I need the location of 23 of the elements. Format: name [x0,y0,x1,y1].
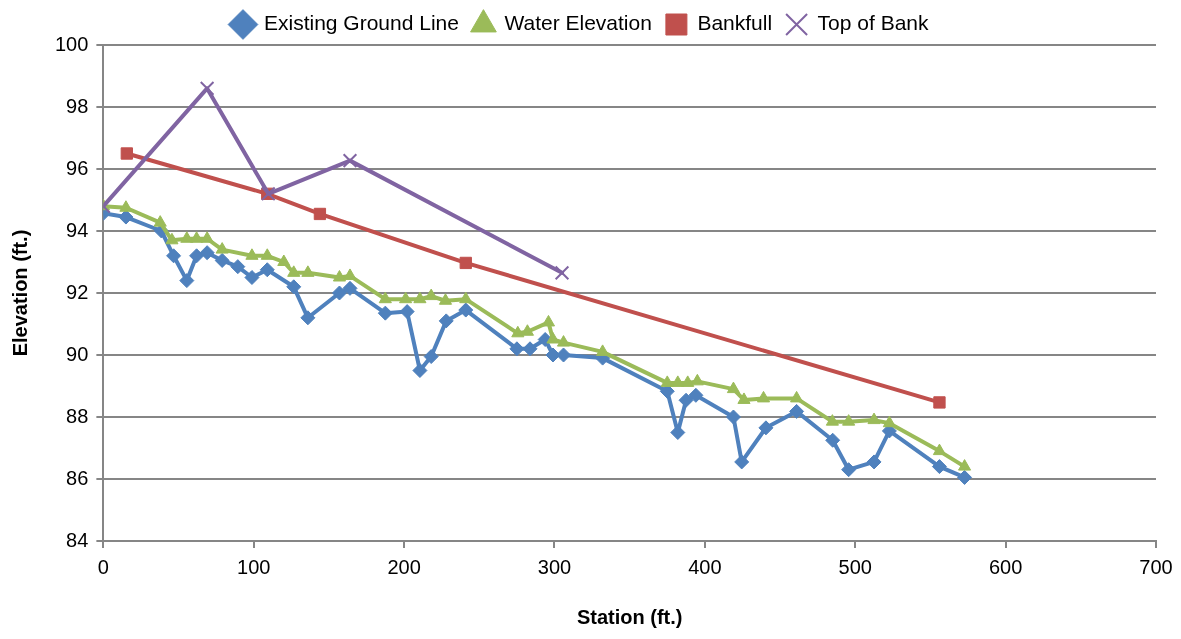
y-tick-label: 90 [66,342,89,365]
x-tick-label: 400 [688,555,722,578]
y-tick-label: 98 [66,94,89,117]
legend-label: Bankfull [697,11,773,35]
x-tick-label: 500 [838,555,872,578]
x-tick-label: 200 [387,555,421,578]
x-tick-label: 600 [988,555,1023,578]
y-axis-title: Elevation (ft.) [8,229,31,357]
x-tick-label: 100 [237,555,271,578]
legend-label: Existing Ground Line [263,11,459,35]
y-tick-label: 96 [66,156,89,179]
y-tick-label: 92 [66,280,89,303]
legend-label: Water Elevation [504,11,652,35]
x-tick-label: 300 [537,555,572,578]
x-axis-title: Station (ft.) [576,605,683,628]
y-tick-label: 88 [66,404,89,427]
y-tick-label: 86 [66,466,89,489]
y-tick-label: 100 [54,32,89,55]
x-tick-label: 0 [97,555,109,578]
y-tick-label: 94 [66,218,89,241]
y-tick-label: 84 [66,528,89,551]
legend-label: Top of Bank [817,11,930,35]
x-tick-label: 700 [1139,555,1173,578]
